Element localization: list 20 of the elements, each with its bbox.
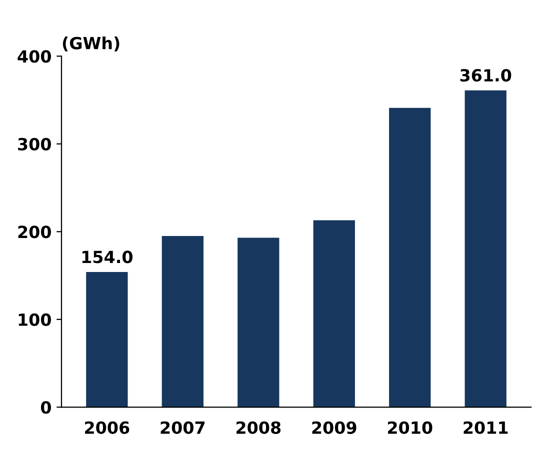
bar <box>389 108 431 408</box>
bar <box>313 220 355 408</box>
x-tick-label: 2007 <box>160 421 205 434</box>
x-tick-label: 2010 <box>388 421 432 434</box>
data-label: 154.0 <box>82 250 132 264</box>
y-tick-label: 200 <box>18 226 51 238</box>
bar <box>86 272 128 408</box>
y-axis-title: (GWh) <box>62 36 120 52</box>
x-tick-label: 2008 <box>236 421 281 434</box>
y-tick-label: 300 <box>18 138 51 150</box>
bar <box>238 238 280 408</box>
y-tick-label: 100 <box>18 313 51 326</box>
x-tick-label: 2009 <box>312 421 356 434</box>
data-label: 361.0 <box>460 68 512 82</box>
bar <box>464 90 506 408</box>
y-tick-label: 400 <box>18 50 51 63</box>
y-tick-label: 0 <box>40 401 51 414</box>
x-tick-label: 2011 <box>464 421 508 434</box>
bar <box>162 236 204 408</box>
x-tick-label: 2006 <box>85 421 130 434</box>
